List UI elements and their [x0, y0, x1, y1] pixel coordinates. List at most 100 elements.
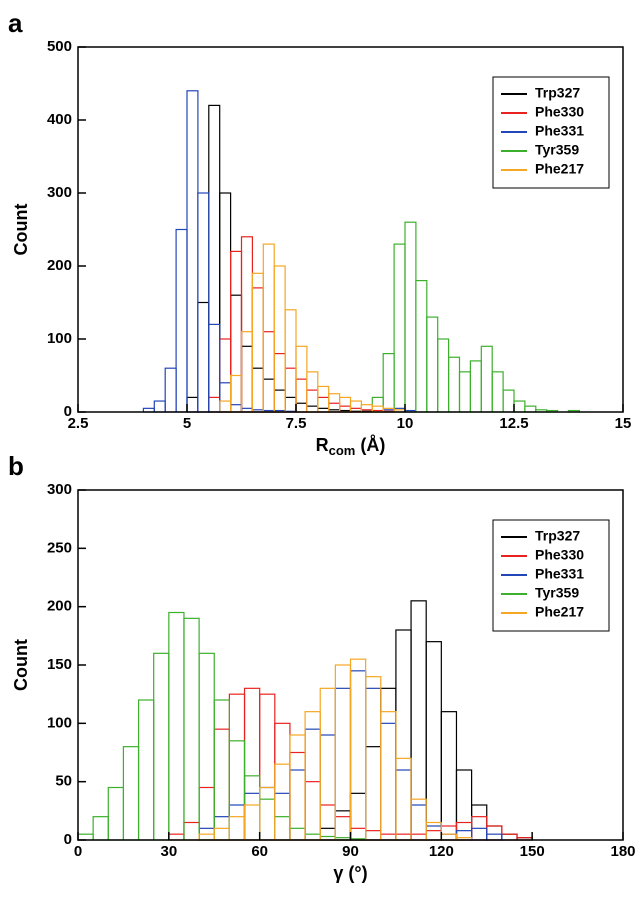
histogram-bar — [92, 816, 109, 841]
x-tick-label: 120 — [429, 843, 454, 860]
histogram-bar — [243, 775, 261, 841]
histogram-bar — [382, 353, 395, 413]
histogram-bar — [289, 827, 306, 841]
legend-label: Phe330 — [535, 104, 584, 120]
histogram-bar — [395, 629, 412, 841]
histogram-bar — [228, 693, 246, 841]
histogram-bar — [153, 652, 170, 841]
histogram-bar — [440, 833, 458, 841]
plot-frame — [77, 46, 624, 413]
histogram-bar — [319, 687, 336, 841]
x-tick-label: 90 — [342, 843, 359, 860]
x-tick-label: 0 — [74, 843, 82, 860]
x-tick-label: 15 — [615, 415, 632, 432]
histogram-bar — [186, 90, 199, 413]
histogram-bar — [410, 600, 427, 841]
histogram-bar — [168, 611, 185, 841]
histogram-bar — [491, 371, 504, 413]
histogram-bar — [349, 400, 362, 413]
histogram-bar — [243, 792, 261, 841]
histogram-bar — [230, 404, 243, 413]
histogram-bar — [262, 331, 275, 413]
y-tick-label: 100 — [47, 330, 72, 347]
histogram-bar — [380, 711, 397, 841]
histogram-bar — [240, 345, 253, 413]
histogram-bar — [425, 641, 442, 841]
y-tick-label: 400 — [47, 111, 72, 128]
histogram-bar — [440, 711, 458, 841]
histogram-bar — [274, 763, 291, 841]
histogram-bar — [380, 833, 397, 841]
histogram-bar — [395, 769, 412, 841]
histogram-bar — [304, 711, 321, 841]
legend-label: Tyr359 — [535, 142, 579, 158]
histogram-bar — [262, 243, 275, 413]
histogram-bar — [295, 378, 308, 413]
x-tick-label: 30 — [160, 843, 177, 860]
legend-label: Phe330 — [535, 547, 584, 563]
y-tick-label: 150 — [47, 656, 72, 673]
histogram-bar — [380, 722, 397, 841]
histogram-bar — [404, 221, 417, 413]
histogram-bar — [259, 786, 276, 841]
histogram-bar — [198, 652, 215, 841]
histogram-bar — [274, 722, 291, 841]
histogram-bar — [197, 301, 210, 413]
histogram-bar — [501, 833, 518, 841]
y-tick-label: 300 — [47, 481, 72, 498]
x-tick-label: 2.5 — [68, 415, 89, 432]
histogram-bar — [259, 786, 276, 841]
histogram-bar — [304, 781, 321, 841]
histogram-bar — [262, 378, 275, 413]
histogram-bar — [213, 827, 230, 841]
histogram-bar — [153, 400, 166, 413]
histogram-bar — [425, 830, 442, 841]
legend-label: Phe217 — [535, 161, 584, 177]
histogram-bar — [365, 746, 382, 841]
histogram-bar — [480, 345, 493, 413]
histogram-bar — [240, 331, 253, 413]
x-axis-label-unit: (Å) — [360, 435, 385, 455]
histogram-bar — [371, 396, 384, 413]
histogram-bar — [208, 323, 221, 413]
legend-label: Phe217 — [535, 604, 584, 620]
histogram-bar — [349, 658, 367, 841]
histogram-bar — [228, 740, 246, 841]
y-axis-label: Count — [11, 204, 31, 256]
histogram-bar — [251, 367, 264, 413]
histogram-bar — [365, 676, 382, 841]
y-tick-label: 0 — [64, 403, 72, 420]
histogram-bar — [319, 734, 336, 841]
histogram-bar — [469, 360, 482, 413]
x-tick-label: 5 — [183, 415, 191, 432]
histogram-bar — [198, 786, 215, 841]
histogram-bar — [230, 294, 243, 413]
histogram-bar — [501, 833, 518, 841]
histogram-bar — [273, 389, 286, 413]
histogram-bar — [306, 405, 319, 413]
histogram-bar — [440, 825, 458, 841]
y-tick-label: 0 — [64, 831, 72, 848]
histogram-bar — [289, 751, 306, 841]
histogram-bar — [328, 402, 341, 413]
histogram-bar — [395, 833, 412, 841]
histogram-bar — [284, 396, 297, 413]
histogram-bar — [284, 367, 297, 413]
histogram-bar — [251, 287, 264, 413]
y-tick-label: 200 — [47, 257, 72, 274]
x-tick-label: 180 — [610, 843, 635, 860]
histogram-bar — [334, 810, 352, 841]
histogram-bar — [410, 833, 427, 841]
histogram-bar — [365, 830, 382, 841]
histogram-bar — [183, 617, 200, 841]
histogram-bar — [137, 699, 155, 841]
x-axis-label: Rcom (Å) — [316, 435, 386, 459]
histogram-bar — [208, 104, 221, 413]
x-tick-label: 150 — [520, 843, 545, 860]
histogram-bar — [284, 309, 297, 413]
histogram-bar — [219, 192, 232, 413]
histogram-bar — [349, 670, 367, 841]
x-axis-label-main: γ — [333, 863, 343, 883]
histogram-bar — [219, 400, 232, 413]
